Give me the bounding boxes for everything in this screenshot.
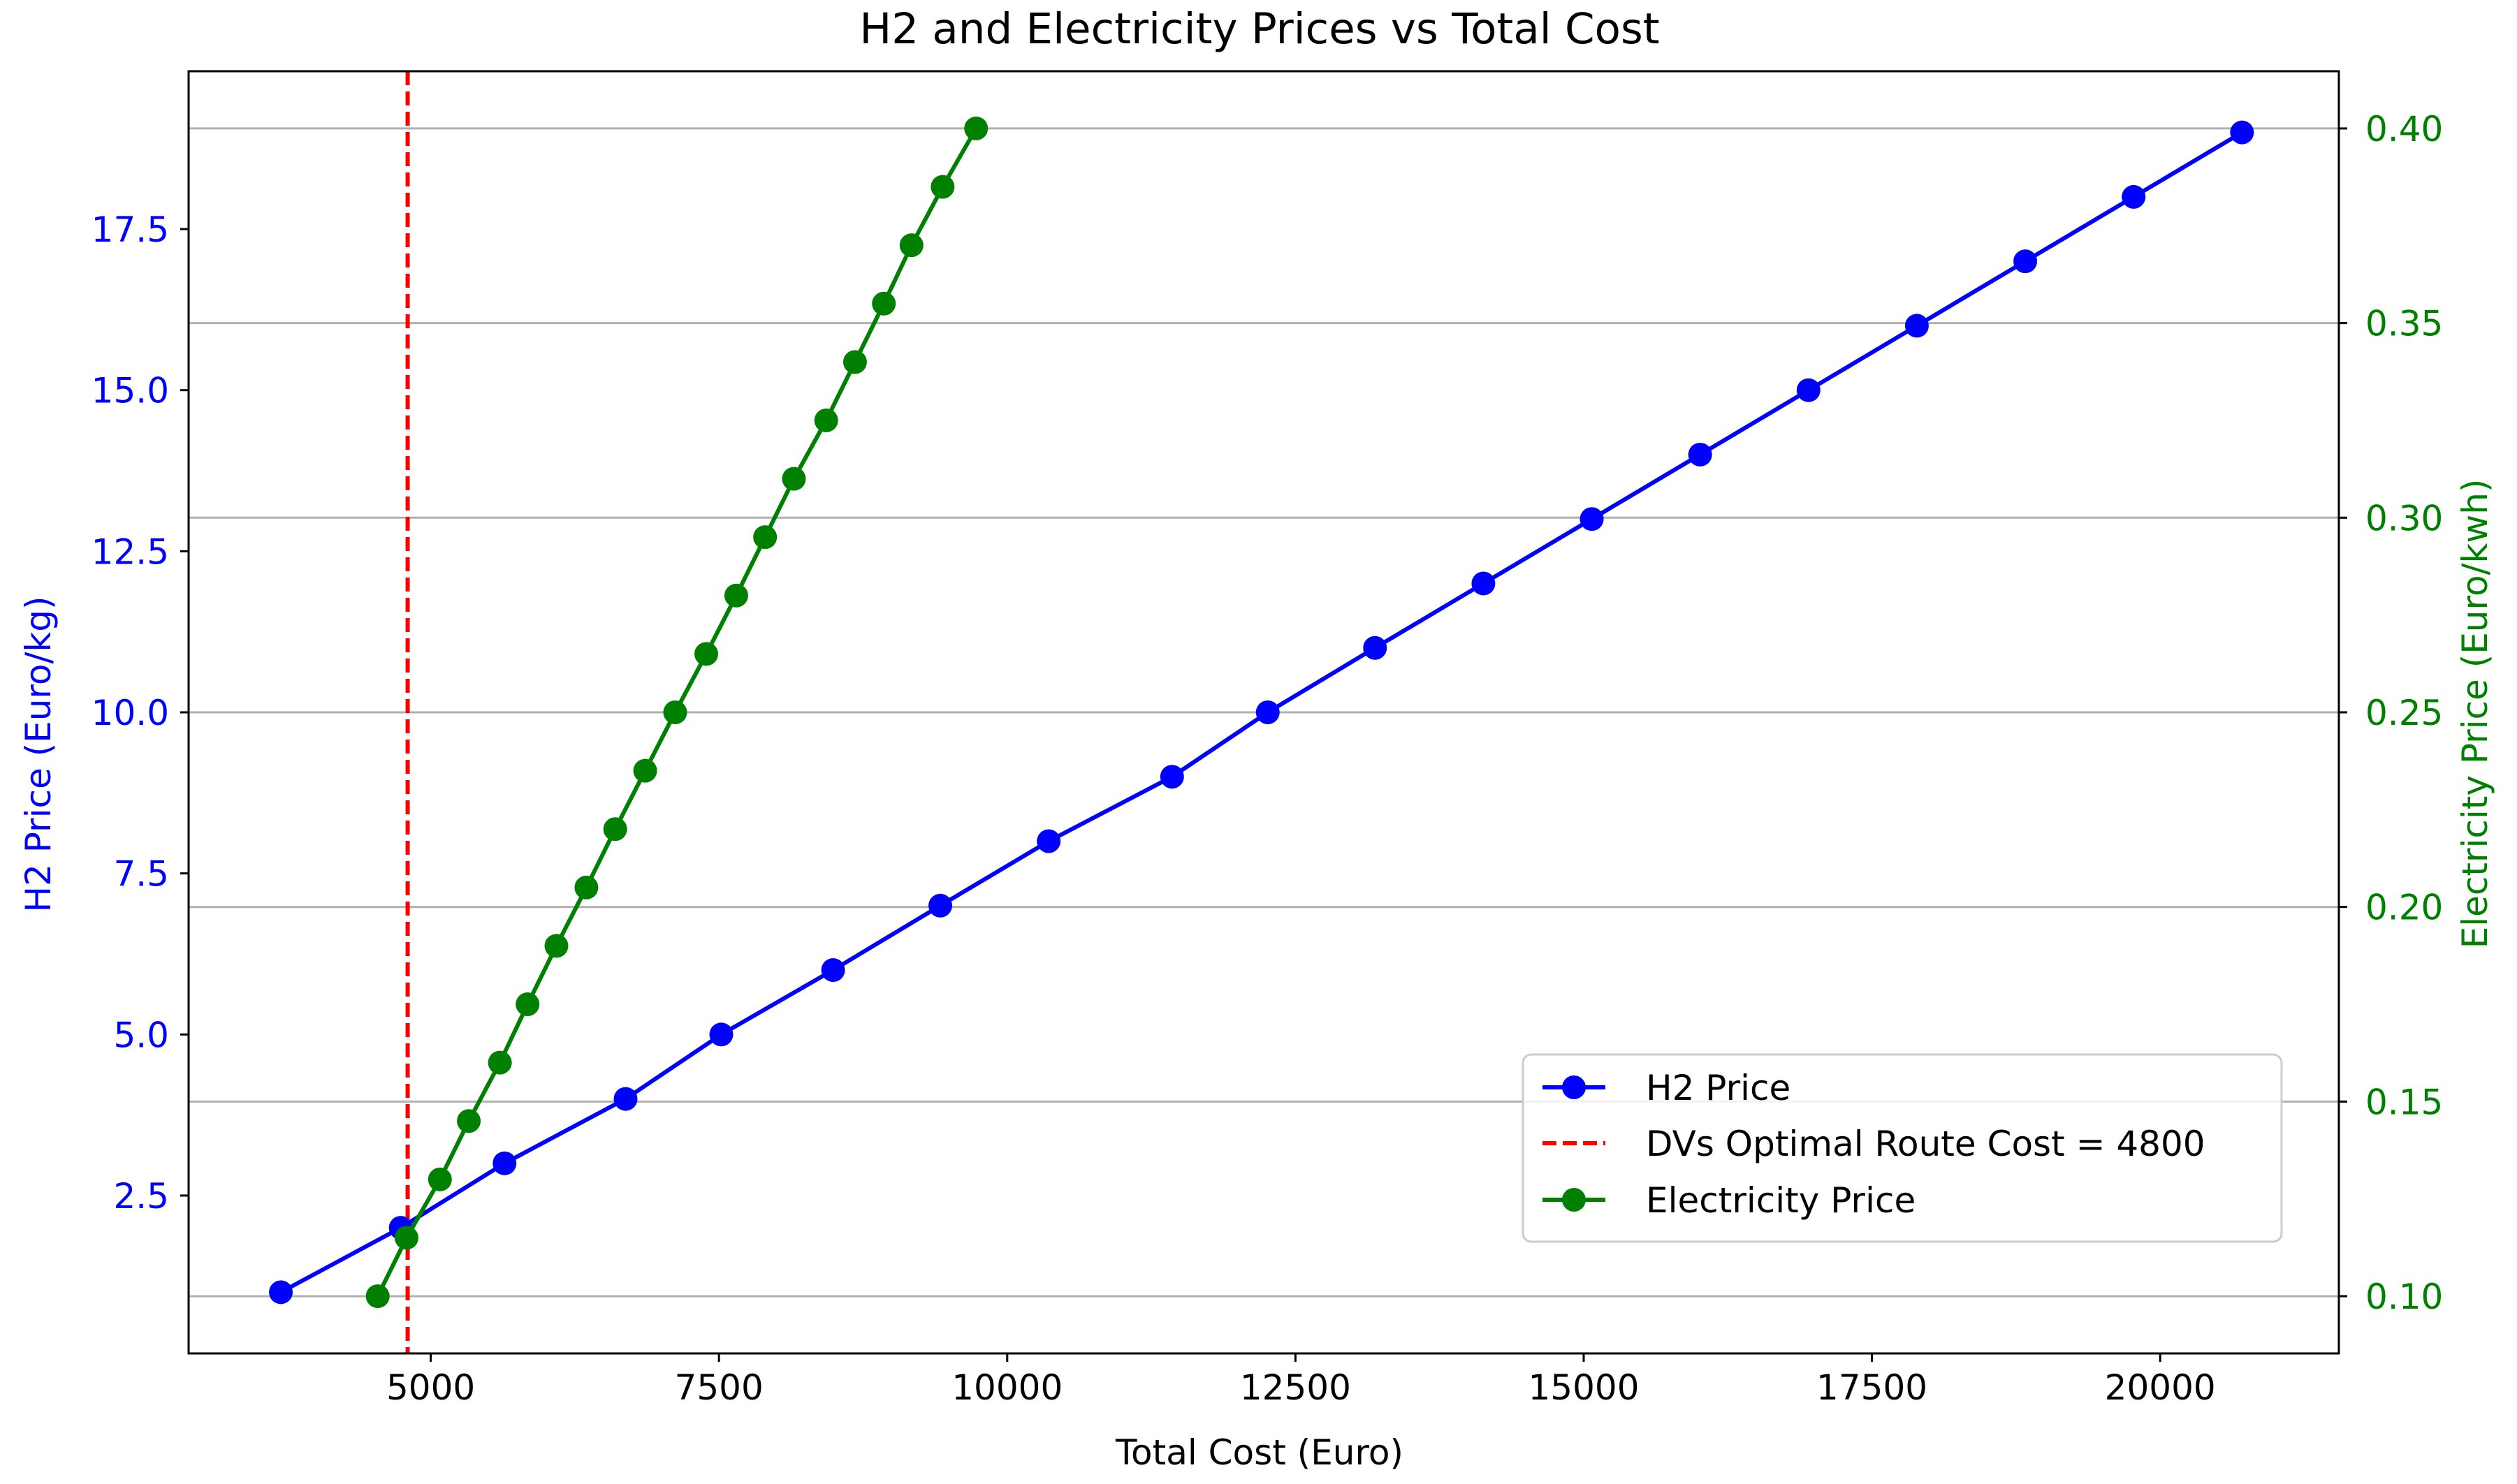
electricity-price-point (365, 1284, 390, 1309)
h2-price-point (1363, 636, 1387, 660)
legend-entry-h2: H2 Price (1542, 1068, 1790, 1108)
electricity-price-point (899, 233, 924, 258)
y-left-tick-label: 7.5 (113, 854, 169, 895)
h2-price-point (1471, 571, 1496, 596)
y-right-tick-label: 0.10 (2365, 1277, 2443, 1317)
electricity-price-point (394, 1226, 418, 1250)
y-left-tick-label: 17.5 (92, 210, 169, 250)
h2-price-point (493, 1151, 517, 1175)
electricity-price-point (964, 116, 988, 140)
h2-price-point (709, 1022, 734, 1047)
electricity-price-point (457, 1109, 481, 1133)
series-layer (269, 116, 2254, 1309)
electricity-price-point (782, 466, 806, 491)
y-right-tick-label: 0.15 (2365, 1082, 2443, 1122)
electricity-price-point (814, 408, 838, 432)
electricity-price-point (872, 291, 896, 316)
h2-price-point (1688, 442, 1712, 466)
legend-label-optimal-cost: DVs Optimal Route Cost = 4800 (1646, 1124, 2205, 1164)
electricity-price-point (516, 992, 540, 1017)
electricity-price-point (753, 525, 778, 550)
electricity-price-point (544, 934, 569, 958)
electricity-price-point (931, 175, 955, 199)
electricity-price-point (574, 875, 599, 899)
legend-entry-electricity: Electricity Price (1542, 1180, 1916, 1221)
electricity-price-point (488, 1050, 512, 1075)
y-right-tick-label: 0.30 (2365, 498, 2443, 538)
x-axis-ticks: 5000 7500 10000 12500 15000 17500 20000 (386, 1353, 2216, 1408)
legend: H2 Price DVs Optimal Route Cost = 4800 E… (1522, 1053, 2283, 1243)
x-tick-label: 7500 (675, 1367, 764, 1408)
h2-price-point (1904, 314, 1929, 338)
legend-label-electricity: Electricity Price (1646, 1180, 1916, 1221)
y-right-axis-label: Electricity Price (Euro/kwh) (2455, 479, 2495, 949)
chart-title: H2 and Electricity Prices vs Total Cost (859, 4, 1659, 54)
h2-price-point (928, 893, 953, 918)
y-right-tick-label: 0.20 (2365, 888, 2443, 928)
h2-price-point (613, 1087, 638, 1111)
y-left-tick-label: 2.5 (113, 1176, 169, 1217)
x-tick-label: 12500 (1240, 1367, 1351, 1408)
h2-price-point (1160, 765, 1184, 789)
legend-entry-optimal-cost: DVs Optimal Route Cost = 4800 (1542, 1124, 2205, 1164)
y-left-tick-label: 5.0 (113, 1015, 169, 1055)
h2-price-point (269, 1280, 293, 1305)
x-tick-label: 17500 (1816, 1367, 1927, 1408)
y-left-tick-label: 10.0 (92, 693, 169, 733)
y-left-axis-ticks: 2.5 5.0 7.5 10.0 12.5 15.0 17.5 (92, 210, 189, 1217)
h2-price-point (1579, 507, 1604, 531)
electricity-price-point (633, 758, 657, 783)
x-tick-label: 20000 (2105, 1367, 2216, 1408)
x-axis-label: Total Cost (Euro) (1115, 1432, 1403, 1473)
y-left-tick-label: 12.5 (92, 531, 169, 572)
h2-price-point (2013, 249, 2038, 274)
h2-price-point (821, 958, 845, 983)
x-tick-label: 5000 (386, 1367, 475, 1408)
y-left-tick-label: 15.0 (92, 371, 169, 411)
electricity-price-point (842, 350, 867, 374)
h2-price-point (1037, 829, 1061, 853)
legend-box (1522, 1053, 2283, 1243)
electricity-price-point (663, 700, 687, 724)
electricity-price-point (724, 583, 748, 608)
y-right-tick-label: 0.25 (2365, 693, 2443, 733)
h2-price-point (2122, 184, 2146, 209)
electricity-price-point (428, 1167, 452, 1191)
grid-lines (189, 127, 2339, 1298)
y-right-axis-ticks: 0.10 0.15 0.20 0.25 0.30 0.35 0.40 (2339, 109, 2443, 1317)
y-right-tick-label: 0.35 (2365, 304, 2443, 344)
h2-price-point (2230, 120, 2254, 145)
h2-price-point (1255, 700, 1280, 724)
h2-price-point (1796, 378, 1821, 402)
legend-label-h2: H2 Price (1646, 1068, 1790, 1108)
x-tick-label: 10000 (951, 1367, 1063, 1408)
electricity-price-point (694, 642, 719, 666)
x-tick-label: 15000 (1528, 1367, 1639, 1408)
electricity-price-point (603, 817, 627, 842)
y-right-tick-label: 0.40 (2365, 109, 2443, 149)
y-left-axis-label: H2 Price (Euro/kg) (18, 596, 59, 912)
